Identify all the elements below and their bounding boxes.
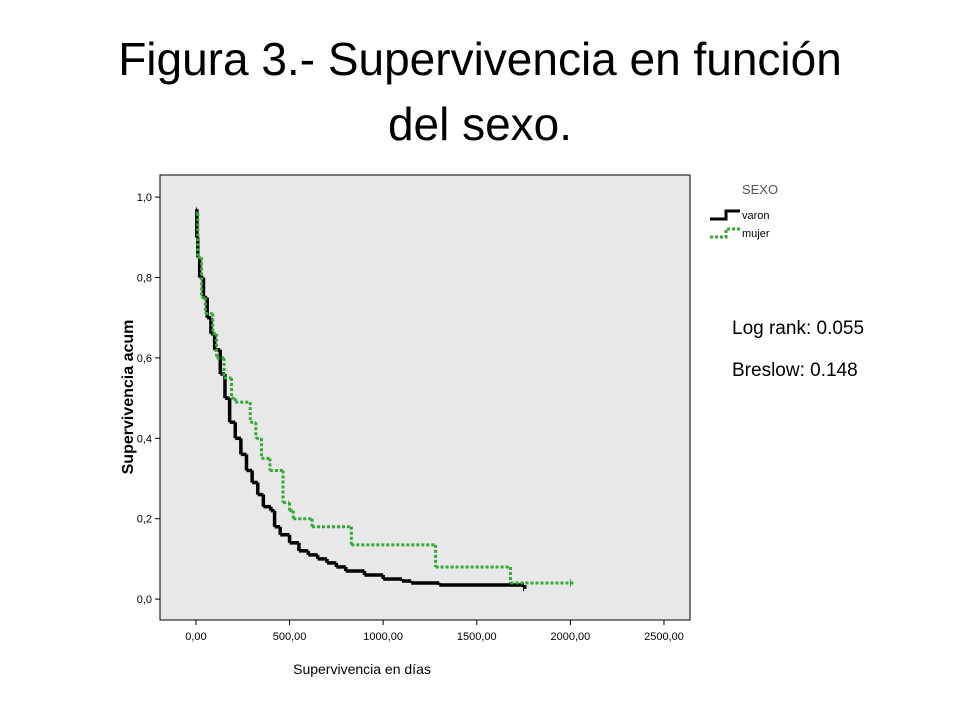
x-tick-label: 500,00 [273, 631, 307, 643]
legend-label: mujer [742, 228, 770, 240]
y-tick-label: 0,0 [137, 594, 152, 606]
y-tick-label: 0,8 [137, 273, 152, 285]
annotation: Breslow: 0.148 [732, 360, 858, 381]
legend-swatch [710, 209, 740, 221]
annotation: Log rank: 0.055 [732, 318, 864, 339]
x-tick-label: 1500,00 [457, 631, 497, 643]
plot-area [159, 174, 691, 621]
legend-label: varon [742, 210, 770, 222]
legend-title: SEXO [742, 182, 778, 197]
y-axis-label: Supervivencia acum [120, 320, 137, 475]
y-tick-label: 1,0 [137, 192, 152, 204]
x-tick-label: 2000,00 [550, 631, 590, 643]
y-tick-label: 0,4 [137, 433, 152, 445]
y-tick-label: 0,6 [137, 353, 152, 365]
x-tick-label: 2500,00 [644, 631, 684, 643]
y-tick-label: 0,2 [137, 514, 152, 526]
chart-title: Figura 3.- Supervivencia en función [118, 33, 842, 85]
x-axis-label: Supervivencia en días [293, 661, 431, 677]
chart-title: del sexo. [388, 98, 572, 150]
x-tick-label: 0,00 [185, 631, 206, 643]
legend-swatch [710, 227, 740, 239]
x-tick-label: 1000,00 [363, 631, 403, 643]
series-line [195, 211, 574, 588]
